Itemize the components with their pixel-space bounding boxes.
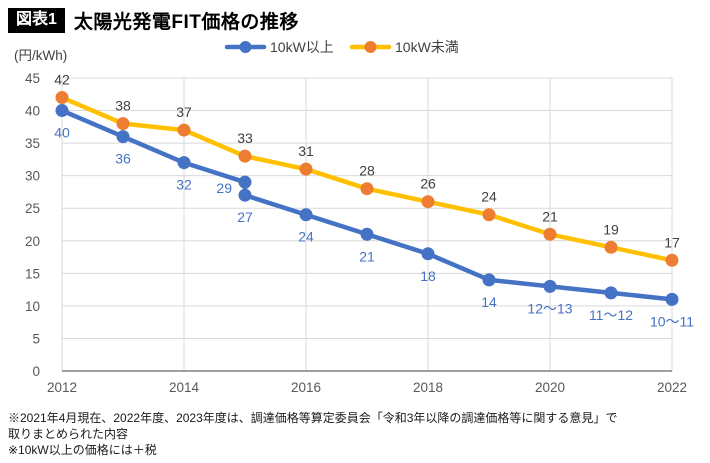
data-point-marker xyxy=(299,208,313,222)
data-point-marker xyxy=(604,240,618,254)
data-point-label: 21 xyxy=(359,248,375,264)
x-tick-label: 2016 xyxy=(291,380,321,395)
data-point-label: 19 xyxy=(603,221,619,237)
data-point-marker xyxy=(543,227,557,241)
data-point-label: 27 xyxy=(237,209,253,225)
legend-item-0: 10kW以上 xyxy=(224,39,334,55)
y-tick-label: 5 xyxy=(32,331,40,346)
series-0: 40 36 32 29 27 24 21 18 14 12～13 11～12 10～11 xyxy=(54,104,694,329)
data-point-label: 24 xyxy=(481,189,497,205)
series-1: 42 38 37 33 31 28 26 24 21 19 17 xyxy=(54,72,680,267)
data-point-label: 14 xyxy=(481,294,497,310)
data-point-label: 18 xyxy=(420,268,436,284)
data-point-label: 17 xyxy=(664,234,680,250)
data-point-label: 12～13 xyxy=(527,300,572,316)
data-point-marker xyxy=(55,91,69,105)
figure-tag: 図表1 xyxy=(8,8,65,33)
fit-price-line-chart: (円/kWh) 0 5 10 15 20 25 30 35 40 45 2012 2014 2016 201… xyxy=(14,39,694,395)
y-tick-label: 40 xyxy=(25,104,40,119)
data-point-label: 42 xyxy=(54,72,70,88)
data-point-marker xyxy=(116,117,130,131)
data-point-marker xyxy=(238,188,252,202)
x-tick-label: 2022 xyxy=(657,380,687,395)
y-axis-unit-label: (円/kWh) xyxy=(14,48,67,63)
legend-marker-icon xyxy=(239,41,252,53)
legend-item-1: 10kW未満 xyxy=(349,39,459,55)
data-point-marker xyxy=(665,253,679,267)
footnotes: ※2021年4月現在、2022年度、2023年度は、調達価格等算定委員会「令和3… xyxy=(0,408,710,458)
data-point-label: 11～12 xyxy=(589,307,633,323)
x-tick-label: 2014 xyxy=(169,380,200,395)
data-point-marker xyxy=(238,175,252,189)
chart-container: (円/kWh) 0 5 10 15 20 25 30 35 40 45 2012 2014 2016 201… xyxy=(0,36,710,408)
data-point-marker xyxy=(238,149,252,163)
data-point-label: 24 xyxy=(298,229,314,245)
data-point-marker xyxy=(360,182,374,196)
figure-header: 図表1 太陽光発電FIT価格の推移 xyxy=(0,0,710,36)
data-point-label: 31 xyxy=(298,143,314,159)
y-tick-label: 30 xyxy=(25,169,40,184)
data-point-label: 26 xyxy=(420,176,436,192)
y-tick-label: 25 xyxy=(25,201,40,216)
data-point-marker xyxy=(482,273,496,287)
data-point-marker xyxy=(604,286,618,300)
data-point-marker xyxy=(177,123,191,137)
data-point-label: 21 xyxy=(542,208,558,224)
y-tick-label: 35 xyxy=(25,136,40,151)
legend-marker-icon xyxy=(364,41,377,53)
data-point-marker xyxy=(360,227,374,241)
x-tick-label: 2018 xyxy=(413,380,443,395)
y-tick-label: 15 xyxy=(25,266,40,281)
data-point-label: 40 xyxy=(54,125,70,141)
data-point-label: 36 xyxy=(115,151,131,167)
data-point-marker xyxy=(116,130,130,144)
y-tick-label: 20 xyxy=(25,234,40,249)
data-point-label: 37 xyxy=(176,104,192,120)
data-point-marker xyxy=(421,195,435,209)
data-point-marker xyxy=(482,208,496,222)
data-point-label: 29 xyxy=(216,180,232,196)
legend-label: 10kW未満 xyxy=(395,39,459,55)
footnote-2: ※10kW以上の価格には＋税 xyxy=(8,442,157,457)
x-tick-label: 2012 xyxy=(47,380,77,395)
data-point-label: 38 xyxy=(115,98,131,114)
data-point-marker xyxy=(55,104,69,118)
legend-label: 10kW以上 xyxy=(270,39,334,55)
data-point-label: 32 xyxy=(176,177,192,193)
data-point-marker xyxy=(421,247,435,261)
y-tick-label: 10 xyxy=(25,299,40,314)
data-point-label: 28 xyxy=(359,163,375,179)
footnote-1: ※2021年4月現在、2022年度、2023年度は、調達価格等算定委員会「令和3… xyxy=(8,411,618,441)
data-point-marker xyxy=(299,162,313,176)
data-point-marker xyxy=(177,156,191,170)
y-tick-label: 45 xyxy=(25,71,40,86)
x-tick-label: 2020 xyxy=(535,380,565,395)
data-point-label: 10～11 xyxy=(650,313,694,329)
series-line-0 xyxy=(59,108,675,302)
data-point-marker xyxy=(665,292,679,306)
data-point-marker xyxy=(543,279,557,293)
data-point-label: 33 xyxy=(237,130,253,146)
figure-title: 太陽光発電FIT価格の推移 xyxy=(73,12,299,33)
y-tick-label: 0 xyxy=(32,364,40,379)
